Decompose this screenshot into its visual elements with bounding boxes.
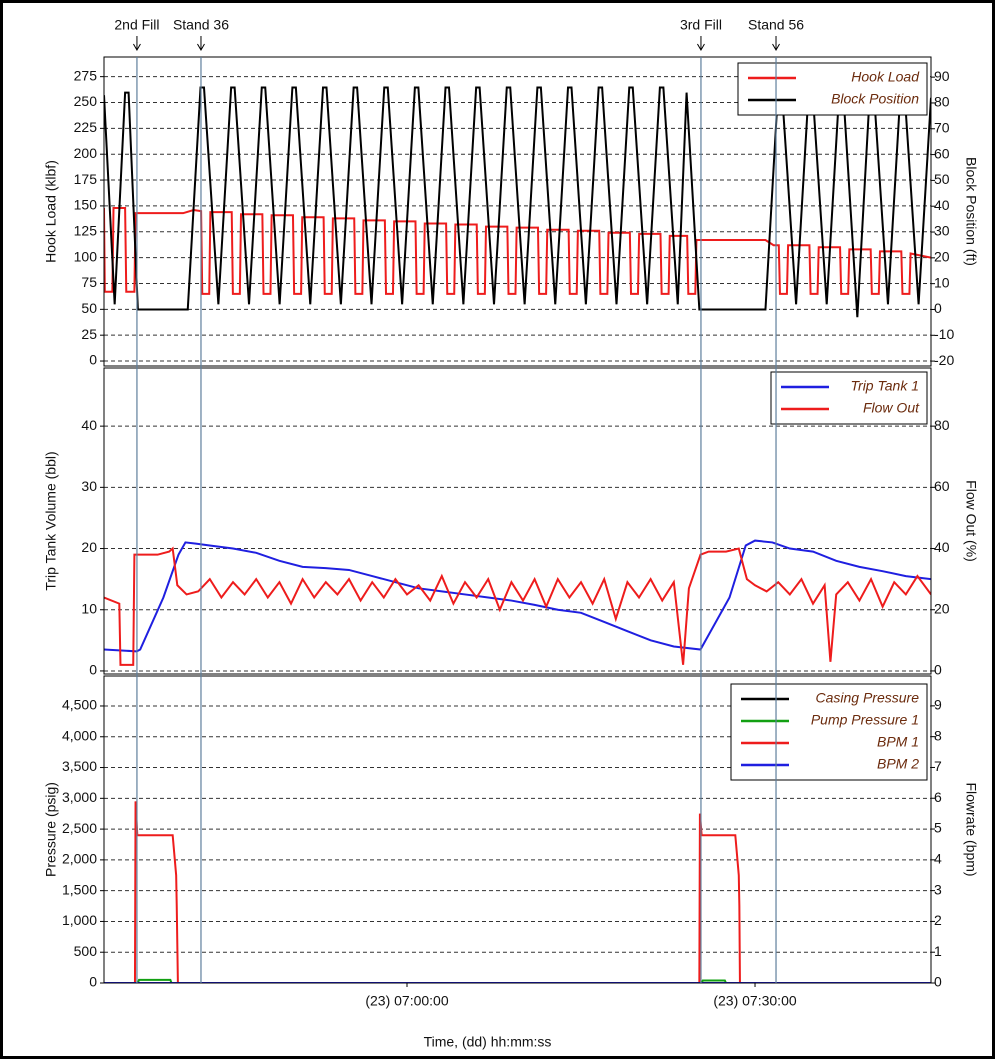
- y2-tick-label: 6: [934, 789, 942, 805]
- y2-tick-label: 2: [934, 912, 942, 928]
- y2-tick-label: 70: [934, 119, 950, 135]
- legend-label: Casing Pressure: [816, 690, 920, 706]
- y-tick-label: 50: [81, 300, 97, 316]
- y-tick-label: 0: [89, 352, 97, 368]
- legend-label: Block Position: [831, 91, 919, 107]
- annotation-arrow-head: [697, 43, 705, 51]
- y-tick-label: 275: [74, 67, 98, 83]
- y2-tick-label: 1: [934, 943, 942, 959]
- y2-tick-label: 5: [934, 820, 942, 836]
- y-tick-label: 10: [81, 600, 97, 616]
- legend-box: [770, 371, 928, 425]
- y2-tick-label: 40: [934, 197, 950, 213]
- legend-label: Trip Tank 1: [851, 378, 919, 394]
- annotation-label: 3rd Fill: [680, 17, 722, 33]
- y2-tick-label: 60: [934, 145, 950, 161]
- y-tick-label: 0: [89, 974, 97, 990]
- y-tick-label: 225: [74, 119, 98, 135]
- y-tick-label: 0: [89, 662, 97, 678]
- y-tick-label: 500: [74, 943, 98, 959]
- y-tick-label: 2,500: [62, 820, 97, 836]
- legend-label: Flow Out: [863, 400, 920, 416]
- series-line: [104, 206, 931, 295]
- y-tick-label: 30: [81, 478, 97, 494]
- plot-frame: [103, 675, 932, 984]
- series-line: [104, 539, 931, 653]
- y2-axis-label: Flow Out (%): [963, 480, 979, 562]
- y-tick-label: 4,500: [62, 697, 97, 713]
- y-tick-label: 4,000: [62, 727, 97, 743]
- y2-tick-label: 8: [934, 727, 942, 743]
- y2-tick-label: 0: [934, 300, 942, 316]
- y-tick-label: 1,500: [62, 881, 97, 897]
- y2-tick-label: 20: [934, 600, 950, 616]
- y-tick-label: 1,000: [62, 912, 97, 928]
- y-tick-label: 3,000: [62, 789, 97, 805]
- y2-tick-label: 80: [934, 94, 950, 110]
- y-tick-label: 20: [81, 539, 97, 555]
- y-tick-label: 125: [74, 222, 98, 238]
- legend-label: BPM 1: [877, 734, 919, 750]
- y2-tick-label: -10: [934, 326, 954, 342]
- series-line: [104, 546, 931, 666]
- legend-label: Pump Pressure 1: [811, 712, 919, 728]
- x-tick-label: (23) 07:00:00: [365, 993, 448, 1009]
- y-tick-label: 40: [81, 417, 97, 433]
- y2-tick-label: 4: [934, 851, 942, 867]
- annotation-arrow-head: [197, 43, 205, 51]
- y-tick-label: 3,500: [62, 758, 97, 774]
- y-axis-label: Trip Tank Volume (bbl): [43, 451, 59, 590]
- y-tick-label: 175: [74, 171, 98, 187]
- x-axis-label: Time, (dd) hh:mm:ss: [424, 1034, 552, 1050]
- y-axis-label: Hook Load (klbf): [43, 160, 59, 263]
- y-tick-label: 25: [81, 326, 97, 342]
- legend-label: Hook Load: [851, 69, 920, 85]
- series-line: [104, 978, 931, 983]
- y2-tick-label: 0: [934, 662, 942, 678]
- legend-label: BPM 2: [877, 756, 919, 772]
- y-tick-label: 200: [74, 145, 98, 161]
- annotation-label: Stand 56: [748, 17, 804, 33]
- annotation-arrow-head: [772, 43, 780, 51]
- y-tick-label: 150: [74, 197, 98, 213]
- y2-tick-label: 3: [934, 881, 942, 897]
- y2-tick-label: 80: [934, 417, 950, 433]
- annotation-label: 2nd Fill: [114, 17, 159, 33]
- y2-tick-label: 7: [934, 758, 942, 774]
- annotation-arrow-head: [133, 43, 141, 51]
- y-tick-label: 100: [74, 248, 98, 264]
- y-tick-label: 250: [74, 93, 98, 109]
- y2-tick-label: 90: [934, 68, 950, 84]
- y2-tick-label: 0: [934, 974, 942, 990]
- y2-tick-label: 50: [934, 171, 950, 187]
- y-tick-label: 2,000: [62, 851, 97, 867]
- y-tick-label: 75: [81, 274, 97, 290]
- plot-frame: [103, 56, 932, 367]
- plot-frame: [103, 367, 932, 675]
- annotation-label: Stand 36: [173, 17, 229, 33]
- y2-tick-label: 9: [934, 697, 942, 713]
- y2-axis-label: Block Position (ft): [963, 157, 979, 266]
- legend-box: [737, 62, 928, 116]
- x-tick-label: (23) 07:30:00: [713, 993, 796, 1009]
- y2-tick-label: 60: [934, 478, 950, 494]
- y2-tick-label: 40: [934, 539, 950, 555]
- y2-axis-label: Flowrate (bpm): [963, 782, 979, 876]
- y2-tick-label: 20: [934, 249, 950, 265]
- y2-tick-label: -20: [934, 352, 954, 368]
- y-axis-label: Pressure (psig): [43, 782, 59, 877]
- y2-tick-label: 30: [934, 223, 950, 239]
- y2-tick-label: 10: [934, 274, 950, 290]
